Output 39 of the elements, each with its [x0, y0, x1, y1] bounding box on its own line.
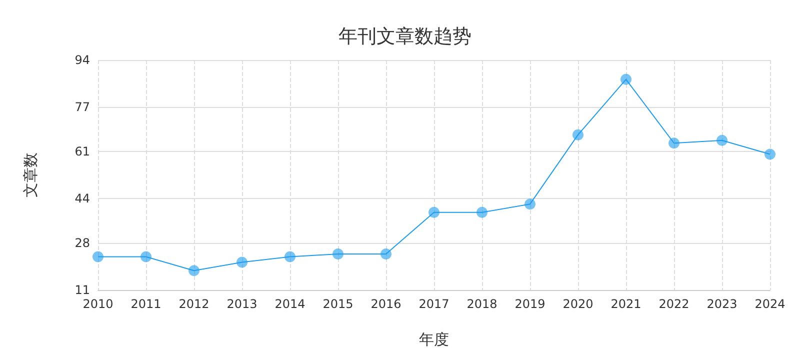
- y-axis-title: 文章数: [22, 152, 40, 198]
- x-tick-label: 2020: [562, 297, 594, 311]
- point: [428, 206, 440, 218]
- y-tick-label: 61: [74, 144, 90, 158]
- point: [476, 206, 488, 218]
- point: [140, 251, 152, 262]
- x-tick-label: 2014: [274, 297, 306, 311]
- x-tick-label: 2017: [418, 297, 450, 311]
- point: [332, 248, 344, 260]
- point: [188, 265, 200, 276]
- x-tick-label: 2016: [370, 297, 402, 311]
- y-tick-label: 28: [74, 236, 90, 250]
- x-tick-label: 2024: [754, 297, 786, 311]
- point: [620, 74, 632, 85]
- x-tick-label: 2012: [178, 297, 210, 311]
- x-tick-label: 2013: [226, 297, 258, 311]
- y-tick-label: 11: [74, 283, 90, 297]
- x-tick-label: 2010: [82, 297, 114, 311]
- y-tick-label: 94: [74, 53, 90, 67]
- point: [716, 134, 728, 146]
- x-tick-label: 2021: [610, 297, 642, 311]
- x-tick-label: 2018: [466, 297, 498, 311]
- point: [380, 248, 392, 260]
- point: [92, 251, 104, 262]
- point: [764, 148, 776, 160]
- point: [572, 129, 584, 140]
- x-axis-title: 年度: [419, 330, 449, 348]
- y-tick-label: 44: [74, 192, 90, 206]
- point: [668, 138, 680, 149]
- x-tick-label: 2022: [658, 297, 690, 311]
- x-tick-label: 2019: [514, 297, 546, 311]
- x-tick-label: 2015: [322, 297, 354, 311]
- point: [524, 198, 536, 210]
- y-tick-label: 77: [74, 100, 90, 114]
- point: [236, 256, 248, 268]
- point: [284, 251, 296, 262]
- chart-title: 年刊文章数趋势: [338, 26, 472, 48]
- x-tick-label: 2023: [706, 297, 738, 311]
- x-tick-label: 2011: [130, 297, 162, 311]
